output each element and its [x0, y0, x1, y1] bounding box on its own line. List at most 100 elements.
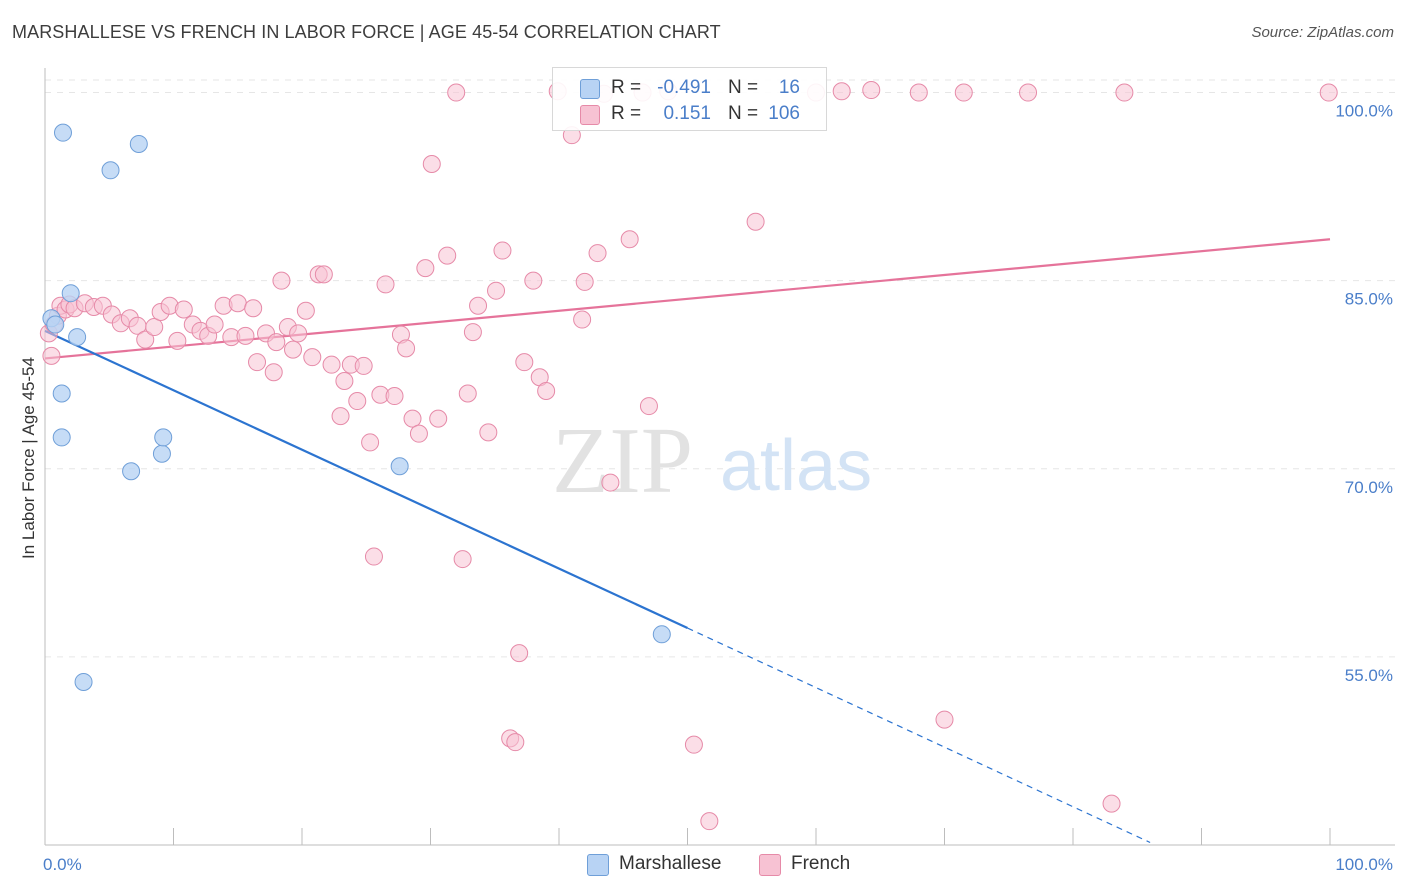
french-point — [174, 300, 193, 319]
french-swatch — [759, 854, 781, 876]
french-point — [331, 407, 350, 426]
gridlines — [45, 79, 1395, 658]
marshallese-point — [652, 625, 671, 644]
french-point — [42, 346, 61, 365]
stats-legend: R = -0.491 N = 16 R = 0.151 N = 106 — [552, 67, 827, 131]
x-tick-labels: 0.0% 100.0% — [43, 855, 1393, 874]
french-point — [272, 271, 291, 290]
french-point — [429, 409, 448, 428]
marshallese-point — [390, 457, 409, 476]
french-point — [487, 281, 506, 300]
y-tick-label: 100.0% — [1335, 102, 1393, 121]
french-point — [506, 733, 525, 752]
r-value: 0.151 — [663, 103, 711, 124]
watermark-zip: ZIP — [552, 409, 693, 513]
french-point — [1102, 794, 1121, 813]
y-tick-label: 55.0% — [1345, 666, 1393, 685]
french-point — [416, 259, 435, 278]
marshallese-point — [68, 328, 87, 347]
marshallese-swatch — [580, 79, 600, 99]
french-point — [684, 735, 703, 754]
french-point — [588, 244, 607, 263]
source-label: Source: ZipAtlas.com — [1251, 24, 1394, 41]
marshallese-swatch — [587, 854, 609, 876]
legend-row-marshallese: R = -0.491 N = 16 — [553, 75, 826, 101]
r-label: R = — [611, 103, 642, 124]
french-point — [458, 384, 477, 403]
french-point — [145, 318, 164, 337]
n-value: 106 — [768, 103, 800, 124]
french-point — [248, 353, 267, 372]
french-point — [1115, 83, 1134, 102]
french-point — [303, 348, 322, 367]
french-point — [479, 423, 498, 442]
watermark-atlas: atlas — [720, 426, 872, 506]
x-tick-label-min: 0.0% — [43, 855, 82, 874]
marshallese-trend-line — [44, 329, 688, 630]
legend-label-marshallese: Marshallese — [619, 853, 722, 874]
french-point — [1019, 83, 1038, 102]
french-point — [364, 547, 383, 566]
marshallese-point — [46, 315, 65, 334]
french-point — [397, 339, 416, 358]
french-point — [463, 323, 482, 342]
french-point — [264, 363, 283, 382]
marshallese-trend-extension — [687, 627, 1151, 844]
french-point — [515, 353, 534, 372]
french-point — [575, 272, 594, 291]
french-point — [284, 340, 303, 359]
marshallese-point — [122, 462, 141, 481]
french-point — [639, 397, 658, 416]
french-point — [1319, 83, 1338, 102]
trend-lines — [44, 238, 1331, 844]
french-point — [862, 81, 881, 100]
french-point — [954, 83, 973, 102]
french-point — [354, 356, 373, 375]
watermark: ZIP atlas — [552, 409, 872, 513]
marshallese-point — [152, 444, 171, 463]
french-point — [422, 155, 441, 174]
r-value: -0.491 — [657, 77, 711, 98]
r-label: R = — [611, 77, 642, 98]
n-label: N = — [728, 77, 759, 98]
french-point — [493, 241, 512, 260]
french-point — [335, 371, 354, 390]
french-point — [469, 296, 488, 315]
marshallese-point — [154, 428, 173, 447]
x-tick-label-max: 100.0% — [1335, 855, 1393, 874]
axes — [44, 68, 1395, 846]
french-point — [909, 83, 928, 102]
legend-row-french: R = 0.151 N = 106 — [553, 101, 826, 127]
marshallese-point — [53, 123, 72, 142]
french-point — [746, 212, 765, 231]
french-point — [228, 294, 247, 313]
french-point — [385, 387, 404, 406]
french-point — [236, 326, 255, 345]
marshallese-point — [52, 384, 71, 403]
french-point — [832, 82, 851, 101]
french-point — [322, 355, 341, 374]
french-point — [438, 246, 457, 265]
french-point — [289, 324, 308, 343]
marshallese-point — [74, 672, 93, 691]
french-point — [205, 315, 224, 334]
n-value: 16 — [778, 77, 800, 98]
marshallese-point — [52, 428, 71, 447]
french-point — [361, 433, 380, 452]
french-point — [348, 392, 367, 411]
y-tick-label: 85.0% — [1345, 290, 1393, 309]
series-legend: Marshallese French — [0, 852, 1406, 878]
french-point — [314, 265, 333, 284]
french-point — [376, 275, 395, 294]
french-point — [537, 382, 556, 401]
french-point — [296, 301, 315, 320]
y-tick-labels: 55.0% 70.0% 85.0% 100.0% — [1335, 102, 1393, 685]
french-point — [573, 310, 592, 329]
french-swatch — [580, 105, 600, 125]
french-point — [409, 424, 428, 443]
french-point — [244, 299, 263, 318]
french-point — [700, 812, 719, 831]
chart-title: MARSHALLESE VS FRENCH IN LABOR FORCE | A… — [12, 22, 721, 42]
french-point — [168, 331, 187, 350]
